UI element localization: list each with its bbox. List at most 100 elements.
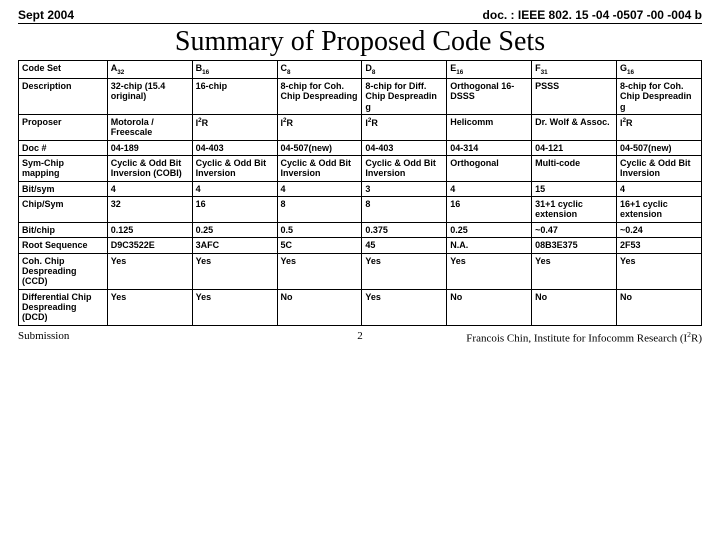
row-label: Coh. Chip Despreading (CCD): [19, 253, 108, 289]
table-cell: 8: [362, 197, 447, 223]
table-cell: 8-chip for Coh. Chip Despreadin g: [617, 79, 702, 115]
table-row: Root SequenceD9C3522E3AFC5C45N.A.08B3E37…: [19, 238, 702, 253]
table-cell: I2R: [617, 115, 702, 141]
table-cell: Yes: [107, 253, 192, 289]
table-cell: ~0.24: [617, 222, 702, 237]
table-cell: 8: [277, 197, 362, 223]
table-cell: I2R: [277, 115, 362, 141]
table-cell: 15: [532, 181, 617, 196]
table-row: Differential Chip Despreading (DCD)YesYe…: [19, 289, 702, 325]
table-cell: 8-chip for Coh. Chip Despreading: [277, 79, 362, 115]
table-cell: 0.25: [192, 222, 277, 237]
table-row: ProposerMotorola / FreescaleI2RI2RI2RHel…: [19, 115, 702, 141]
table-cell: 4: [617, 181, 702, 196]
row-label: Proposer: [19, 115, 108, 141]
table-cell: Dr. Wolf & Assoc.: [532, 115, 617, 141]
table-cell: Orthogonal: [447, 156, 532, 182]
table-cell: 04-403: [362, 140, 447, 155]
table-cell: 04-507(new): [617, 140, 702, 155]
table-cell: Yes: [107, 289, 192, 325]
table-cell: N.A.: [447, 238, 532, 253]
table-cell: 45: [362, 238, 447, 253]
table-cell: 16: [192, 197, 277, 223]
table-cell: 32-chip (15.4 original): [107, 79, 192, 115]
footer-right: Francois Chin, Institute for Infocomm Re…: [466, 330, 702, 345]
row-label: Differential Chip Despreading (DCD): [19, 289, 108, 325]
table-cell: I2R: [362, 115, 447, 141]
table-cell: 0.5: [277, 222, 362, 237]
table-cell: Cyclic & Odd Bit Inversion: [277, 156, 362, 182]
table-cell: 32: [107, 197, 192, 223]
table-cell: 2F53: [617, 238, 702, 253]
table-cell: Cyclic & Odd Bit Inversion: [362, 156, 447, 182]
table-cell: Cyclic & Odd Bit Inversion: [617, 156, 702, 182]
table-cell: 3AFC: [192, 238, 277, 253]
table-cell: Yes: [192, 289, 277, 325]
table-cell: E16: [447, 61, 532, 79]
table-cell: 3: [362, 181, 447, 196]
table-cell: 4: [107, 181, 192, 196]
table-row: Coh. Chip Despreading (CCD)YesYesYesYesY…: [19, 253, 702, 289]
table-cell: Orthogonal 16-DSSS: [447, 79, 532, 115]
table-cell: Yes: [532, 253, 617, 289]
table-cell: PSSS: [532, 79, 617, 115]
header-date: Sept 2004: [18, 8, 74, 22]
code-sets-table: Code SetA32B16C8D8E16F31G16Description32…: [18, 60, 702, 326]
footer-left: Submission: [18, 330, 69, 345]
table-cell: 0.25: [447, 222, 532, 237]
table-cell: 0.125: [107, 222, 192, 237]
table-cell: No: [532, 289, 617, 325]
table-cell: Yes: [447, 253, 532, 289]
table-cell: Helicomm: [447, 115, 532, 141]
table-cell: A32: [107, 61, 192, 79]
row-label: Root Sequence: [19, 238, 108, 253]
table-row: Chip/Sym3216881631+1 cyclic extension16+…: [19, 197, 702, 223]
table-cell: 08B3E375: [532, 238, 617, 253]
table-cell: ~0.47: [532, 222, 617, 237]
table-cell: 16: [447, 197, 532, 223]
table-cell: 04-121: [532, 140, 617, 155]
table-row: Bit/sym44434154: [19, 181, 702, 196]
table-cell: 16+1 cyclic extension: [617, 197, 702, 223]
table-cell: 8-chip for Diff. Chip Despreadin g: [362, 79, 447, 115]
footer-page-number: 2: [357, 330, 363, 342]
table-cell: Yes: [362, 253, 447, 289]
table-cell: Yes: [277, 253, 362, 289]
table-row: Code SetA32B16C8D8E16F31G16: [19, 61, 702, 79]
table-row: Sym-Chip mappingCyclic & Odd Bit Inversi…: [19, 156, 702, 182]
table-row: Doc #04-18904-40304-507(new)04-40304-314…: [19, 140, 702, 155]
table-row: Description32-chip (15.4 original)16-chi…: [19, 79, 702, 115]
header-doc-id: doc. : IEEE 802. 15 -04 -0507 -00 -004 b: [483, 8, 702, 22]
row-label: Description: [19, 79, 108, 115]
row-label: Chip/Sym: [19, 197, 108, 223]
table-cell: C8: [277, 61, 362, 79]
table-cell: 0.375: [362, 222, 447, 237]
table-cell: Motorola / Freescale: [107, 115, 192, 141]
table-cell: Yes: [192, 253, 277, 289]
table-cell: No: [447, 289, 532, 325]
table-cell: 4: [277, 181, 362, 196]
table-cell: 4: [192, 181, 277, 196]
table-cell: No: [277, 289, 362, 325]
row-label: Doc #: [19, 140, 108, 155]
table-row: Bit/chip0.1250.250.50.3750.25~0.47~0.24: [19, 222, 702, 237]
table-cell: Cyclic & Odd Bit Inversion (COBI): [107, 156, 192, 182]
slide-header: Sept 2004 doc. : IEEE 802. 15 -04 -0507 …: [18, 8, 702, 24]
table-cell: Yes: [362, 289, 447, 325]
page-title: Summary of Proposed Code Sets: [18, 26, 702, 58]
slide-footer: Submission 2 Francois Chin, Institute fo…: [18, 330, 702, 345]
table-cell: Multi-code: [532, 156, 617, 182]
table-cell: B16: [192, 61, 277, 79]
table-cell: Yes: [617, 253, 702, 289]
row-label: Bit/sym: [19, 181, 108, 196]
row-label: Sym-Chip mapping: [19, 156, 108, 182]
table-cell: D9C3522E: [107, 238, 192, 253]
table-cell: 04-189: [107, 140, 192, 155]
table-cell: 4: [447, 181, 532, 196]
table-cell: I2R: [192, 115, 277, 141]
row-label: Code Set: [19, 61, 108, 79]
row-label: Bit/chip: [19, 222, 108, 237]
table-cell: 31+1 cyclic extension: [532, 197, 617, 223]
table-cell: No: [617, 289, 702, 325]
table-cell: 04-314: [447, 140, 532, 155]
